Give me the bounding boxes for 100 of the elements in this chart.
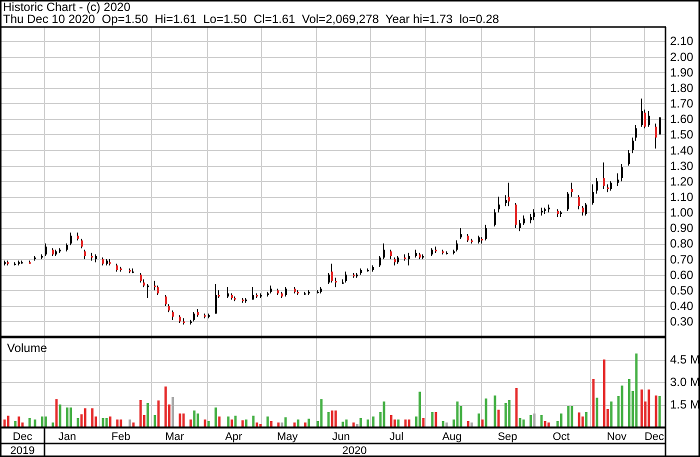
x-tick-label: Jan bbox=[58, 430, 76, 443]
y-tick-label: 2.10 bbox=[670, 34, 694, 48]
candlestick bbox=[485, 224, 487, 241]
bar bbox=[132, 422, 135, 427]
y-tick-label: 1.00 bbox=[670, 206, 694, 220]
bar bbox=[570, 406, 574, 427]
bar bbox=[592, 379, 595, 427]
candlestick bbox=[603, 162, 605, 190]
bar bbox=[28, 418, 31, 427]
candlestick bbox=[498, 196, 500, 213]
bar bbox=[470, 422, 473, 427]
candlestick bbox=[252, 286, 254, 300]
candlestick bbox=[508, 182, 510, 207]
bar bbox=[139, 400, 142, 427]
bar bbox=[277, 422, 280, 427]
x-tick-label: Aug bbox=[442, 430, 462, 443]
candlestick bbox=[610, 180, 612, 192]
bar bbox=[478, 414, 480, 427]
x-tick-label: May bbox=[276, 430, 298, 443]
y-tick-label: 1.50 bbox=[670, 128, 694, 142]
candlestick bbox=[335, 277, 337, 288]
bar bbox=[44, 416, 47, 427]
bar bbox=[320, 399, 323, 427]
candlestick bbox=[408, 252, 410, 266]
candlestick bbox=[644, 109, 646, 129]
candlestick bbox=[70, 232, 72, 246]
y-tick-label: 0.70 bbox=[670, 252, 694, 266]
bar bbox=[654, 396, 658, 427]
bar bbox=[296, 420, 300, 427]
candlestick bbox=[592, 184, 594, 206]
bar bbox=[146, 403, 149, 427]
candlestick bbox=[331, 263, 333, 283]
bar bbox=[456, 402, 459, 427]
bar bbox=[560, 414, 562, 427]
bar bbox=[52, 422, 54, 427]
y-tick-label: 1.40 bbox=[670, 143, 694, 158]
bar bbox=[164, 386, 167, 427]
y-tick-label: 0.50 bbox=[670, 283, 694, 298]
bar bbox=[227, 416, 230, 427]
bar bbox=[442, 421, 444, 427]
y-tick-label: 0.40 bbox=[670, 299, 694, 314]
bar bbox=[508, 400, 510, 427]
chart-subtitle: Thu Dec 10 2020 Op=1.50 Hi=1.61 Lo=1.50 Cl=1.61 Vol=2,069,278 Year hi=1.73 lo=0.28 bbox=[3, 12, 500, 26]
y-tick-label: 0.30 bbox=[670, 314, 694, 329]
bar bbox=[466, 421, 470, 427]
candlestick bbox=[530, 213, 532, 224]
bar bbox=[567, 406, 570, 427]
candlestick bbox=[215, 284, 217, 314]
candlestick bbox=[172, 310, 174, 320]
bar bbox=[360, 418, 362, 427]
bar bbox=[330, 410, 334, 427]
bar bbox=[91, 408, 94, 427]
candlestick bbox=[655, 123, 657, 150]
bar bbox=[366, 420, 370, 427]
bar bbox=[342, 422, 344, 427]
bar bbox=[497, 410, 500, 427]
bar bbox=[640, 390, 643, 427]
bar bbox=[334, 410, 337, 427]
candlestick bbox=[45, 243, 47, 256]
bar bbox=[547, 422, 550, 427]
candlestick bbox=[628, 150, 630, 166]
candlestick bbox=[519, 220, 521, 232]
bar bbox=[6, 416, 10, 427]
candlestick bbox=[578, 194, 580, 210]
bar bbox=[154, 415, 156, 427]
bar bbox=[610, 402, 613, 427]
candlestick bbox=[81, 238, 83, 249]
candlestick bbox=[227, 286, 229, 299]
candlestick bbox=[523, 214, 525, 226]
candlestick bbox=[147, 284, 149, 299]
bar bbox=[3, 420, 6, 427]
bar bbox=[241, 420, 244, 427]
bar bbox=[602, 360, 606, 427]
candlestick bbox=[390, 249, 392, 260]
bar bbox=[397, 420, 400, 427]
bar bbox=[128, 420, 132, 427]
bar bbox=[352, 422, 355, 427]
bar bbox=[422, 418, 425, 427]
bar bbox=[116, 420, 119, 427]
bar bbox=[270, 421, 272, 427]
bar bbox=[66, 408, 68, 427]
bar bbox=[522, 420, 525, 427]
candlestick bbox=[632, 137, 634, 154]
x-tick-label: Jun bbox=[332, 430, 350, 443]
y-tick-label: 0.90 bbox=[670, 221, 694, 236]
bar bbox=[108, 416, 112, 427]
bar bbox=[84, 408, 86, 427]
candlestick bbox=[157, 285, 159, 296]
bar bbox=[372, 416, 374, 427]
bar bbox=[244, 420, 248, 427]
candlestick bbox=[84, 249, 86, 260]
y-tick-label: 0.80 bbox=[670, 236, 694, 251]
bar bbox=[544, 421, 546, 427]
bar bbox=[193, 410, 196, 427]
bar bbox=[252, 416, 255, 427]
bar bbox=[58, 404, 62, 427]
candlestick bbox=[345, 271, 347, 283]
candlestick bbox=[460, 227, 462, 240]
x-tick-label: Nov bbox=[606, 430, 627, 443]
x-tick-label: Oct bbox=[552, 430, 570, 443]
